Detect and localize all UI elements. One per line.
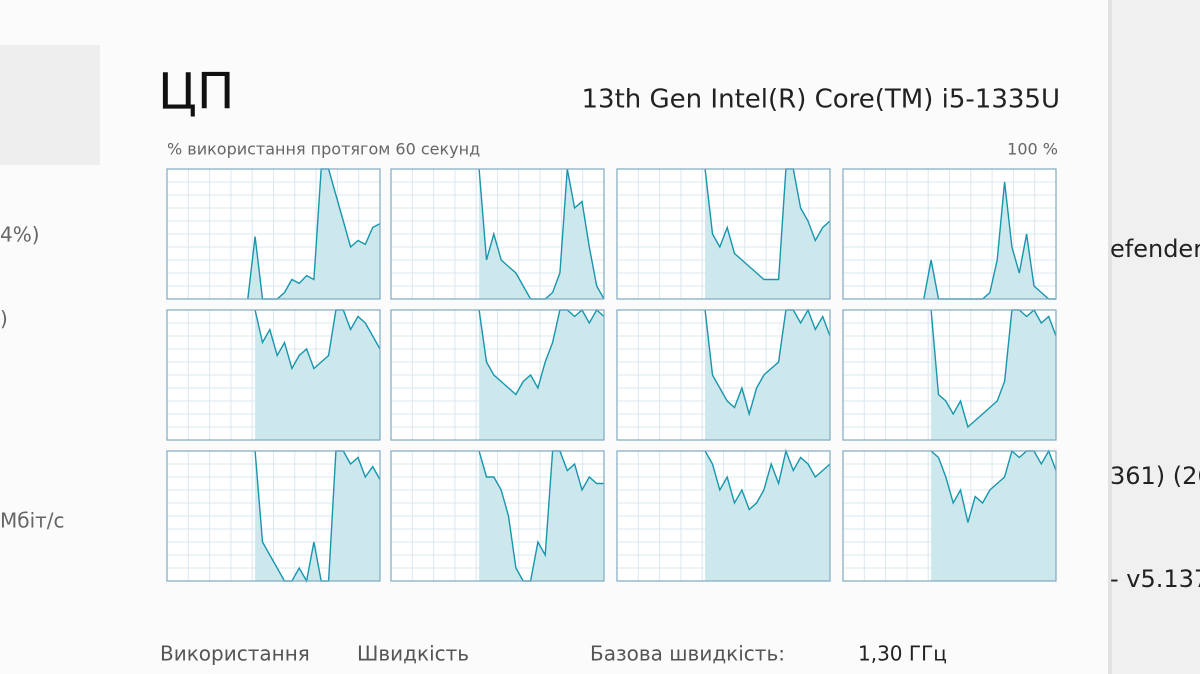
usage-line (254, 309, 381, 371)
usage-line (704, 168, 831, 281)
usage-fill (479, 310, 604, 440)
speed-label: Швидкість (357, 642, 469, 666)
sidebar-item[interactable]: Мбіт/с (0, 509, 65, 533)
usage-fill (255, 310, 380, 440)
usage-fill (931, 451, 1056, 581)
background-text: efender (1110, 235, 1200, 263)
usage-line (930, 449, 1057, 523)
background-text: - v5.137 (1110, 565, 1200, 593)
usage-fill (705, 310, 830, 440)
usage-line (478, 308, 605, 396)
base-speed-value: 1,30 ГГц (858, 642, 947, 666)
background-window (1112, 0, 1200, 674)
graph-border (842, 168, 1057, 300)
usage-fill (705, 451, 830, 581)
sidebar-item[interactable]: ) (0, 307, 8, 331)
graph-border (842, 450, 1057, 582)
graph-border (616, 450, 831, 582)
graph-caption: % використання протягом 60 секунд (167, 140, 480, 159)
background-text: 361) (26 (1110, 462, 1200, 490)
sidebar-selected[interactable] (0, 45, 100, 165)
graph-border (390, 450, 605, 582)
graph-border (166, 309, 381, 441)
graph-border (616, 309, 831, 441)
page-title: ЦП (158, 63, 234, 121)
graphs (166, 168, 1057, 584)
usage-line (254, 450, 381, 584)
graph-max-label: 100 % (1007, 140, 1058, 159)
usage-label: Використання (160, 642, 310, 666)
usage-line (704, 308, 831, 417)
usage-fill (255, 451, 380, 581)
usage-line (704, 448, 831, 511)
usage-line (930, 308, 1057, 429)
graph-border (842, 309, 1057, 441)
graph-border (390, 309, 605, 441)
graph-border (166, 168, 381, 300)
base-speed-label: Базова швидкість: (590, 642, 785, 666)
processor-name: 13th Gen Intel(R) Core(TM) i5-1335U (582, 85, 1060, 115)
usage-fill (479, 451, 604, 581)
graph-border (166, 450, 381, 582)
usage-fill (247, 169, 380, 299)
graph-border (390, 168, 605, 300)
graph-border (616, 168, 831, 300)
usage-fill (923, 182, 1056, 299)
usage-line (478, 450, 604, 582)
sidebar-item[interactable]: 4%) (0, 223, 40, 247)
window-edge (1108, 0, 1112, 674)
